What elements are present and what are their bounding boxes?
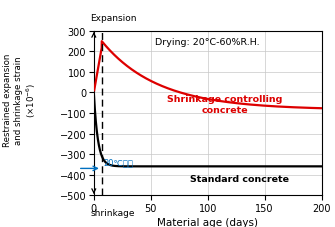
Text: Standard concrete: Standard concrete — [190, 174, 289, 183]
Text: Expansion: Expansion — [90, 14, 137, 23]
Text: Restrained expansion
and shrinkage strain
($\times$10$^{-6}$): Restrained expansion and shrinkage strai… — [3, 53, 38, 146]
Text: Shrinkage controlling
concrete: Shrinkage controlling concrete — [167, 94, 282, 114]
Text: Drying: 20°C-60%R.H.: Drying: 20°C-60%R.H. — [155, 37, 260, 47]
X-axis label: Material age (days): Material age (days) — [157, 217, 258, 227]
Text: shrinkage: shrinkage — [90, 208, 135, 217]
Text: 20℃水中: 20℃水中 — [104, 158, 133, 167]
